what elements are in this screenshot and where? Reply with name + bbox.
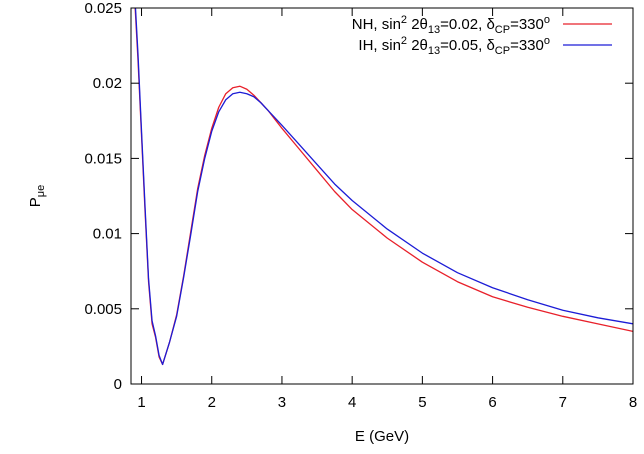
x-tick-label: 2 bbox=[208, 394, 216, 411]
y-axis-title-base: P bbox=[27, 197, 44, 207]
plot-frame bbox=[130, 7, 634, 385]
x-tick-label: 3 bbox=[278, 394, 286, 411]
y-tick-label: 0.025 bbox=[84, 0, 122, 17]
x-tick-label: 8 bbox=[629, 394, 637, 411]
legend-label-2: IH, sin2 2θ13=0.05, δCP=330o bbox=[358, 35, 550, 57]
y-axis-title-sub: μe bbox=[35, 185, 47, 197]
y-tick-label: 0 bbox=[114, 376, 122, 393]
y-tick-label: 0.005 bbox=[84, 301, 122, 318]
series-line-1 bbox=[134, 8, 633, 366]
x-tick-label: 1 bbox=[137, 394, 145, 411]
axis-ticks: 1 2 3 4 5 6 7 8 0 0.005 0.01 0.015 0.02 0.025 bbox=[84, 0, 637, 411]
x-tick-label: 7 bbox=[559, 394, 567, 411]
series-layer bbox=[134, 8, 633, 366]
series-line-2 bbox=[134, 8, 633, 366]
y-tick-label: 0.015 bbox=[84, 150, 122, 167]
y-tick-label: 0.02 bbox=[93, 75, 122, 92]
x-axis-title: E (GeV) bbox=[355, 428, 409, 445]
x-tick-label: 5 bbox=[418, 394, 426, 411]
legend-label-1: NH, sin2 2θ13=0.02, δCP=330o bbox=[352, 14, 550, 36]
y-tick-label: 0.01 bbox=[93, 226, 122, 243]
x-tick-label: 6 bbox=[488, 394, 496, 411]
y-axis-title: Pμe bbox=[27, 185, 47, 207]
x-tick-label: 4 bbox=[348, 394, 356, 411]
